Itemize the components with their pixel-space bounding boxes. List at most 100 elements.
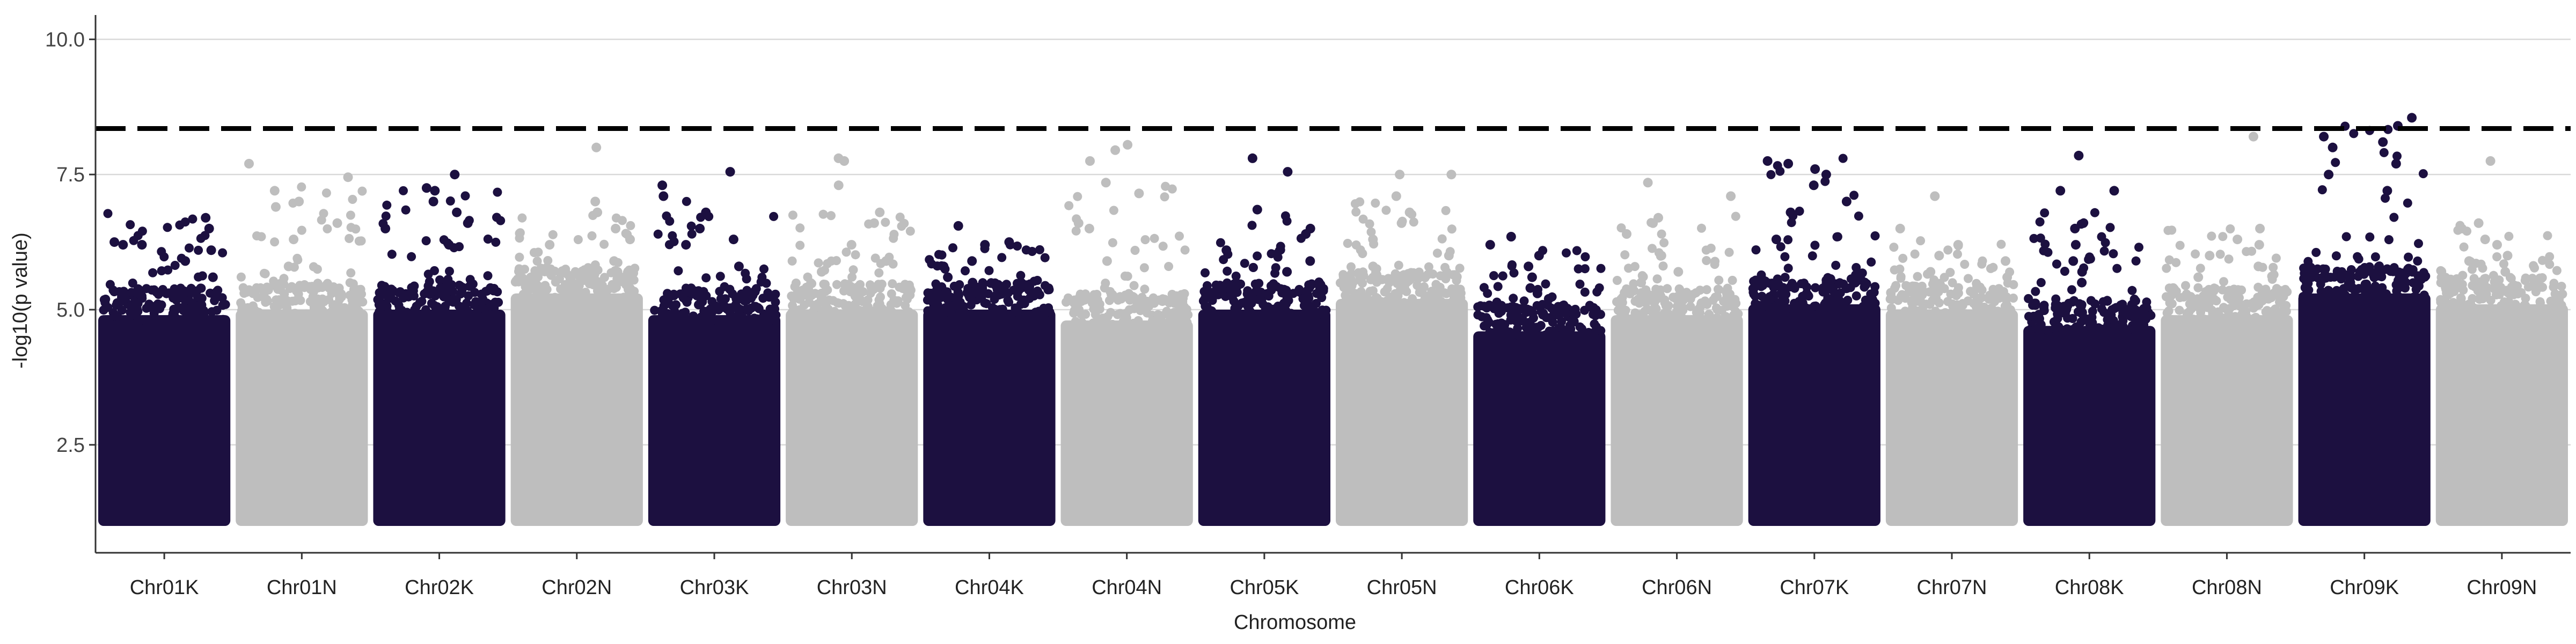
- snp-peak-point: [1305, 256, 1315, 266]
- snp-point: [2399, 293, 2409, 303]
- snp-point: [1704, 310, 1714, 319]
- snp-point: [2189, 314, 2198, 324]
- dense-points-Chr02N: [510, 293, 643, 526]
- snp-point: [2303, 257, 2313, 266]
- snp-peak-point: [1485, 240, 1495, 250]
- snp-point: [599, 239, 609, 249]
- snp-peak-point: [2068, 256, 2079, 266]
- snp-point: [1113, 310, 1122, 319]
- snp-peak-point: [1368, 235, 1378, 245]
- snp-peak-point: [1543, 294, 1554, 304]
- snp-point: [1783, 235, 1793, 245]
- snp-peak-point: [1656, 251, 1666, 261]
- snp-point: [457, 302, 466, 312]
- snp-point: [2393, 293, 2403, 303]
- snp-point: [2242, 316, 2252, 325]
- snp-point: [2326, 273, 2335, 282]
- snp-peak-point: [1809, 180, 1819, 191]
- snp-point: [1208, 296, 1217, 305]
- snp-point: [1787, 218, 1796, 228]
- snp-point: [1857, 268, 1867, 278]
- snp-point: [346, 210, 355, 220]
- snp-point: [1108, 238, 1117, 247]
- data-points: [98, 113, 2568, 526]
- snp-point: [2168, 315, 2177, 324]
- snp-point: [678, 293, 688, 303]
- snp-point: [1574, 264, 1583, 274]
- snp-point: [1832, 232, 1842, 241]
- chromosome-points-Chr09K: [2298, 113, 2431, 526]
- snp-point: [167, 313, 177, 323]
- snp-peak-point: [1821, 170, 1831, 180]
- snp-point: [292, 253, 302, 263]
- snp-peak-point: [270, 202, 281, 212]
- snp-peak-point: [1525, 283, 1535, 293]
- snp-point: [1181, 309, 1190, 318]
- snp-peak-point: [2324, 170, 2334, 180]
- snp-point: [2086, 296, 2096, 305]
- snp-point: [327, 310, 336, 319]
- snp-point: [2329, 289, 2339, 298]
- snp-point: [2478, 282, 2487, 292]
- snp-point: [2134, 243, 2143, 252]
- snp-point: [290, 309, 299, 319]
- snp-point: [336, 292, 346, 302]
- snp-peak-point: [201, 213, 211, 223]
- snp-point: [391, 296, 400, 306]
- snp-point: [1063, 293, 1073, 303]
- snp-point: [2261, 307, 2271, 317]
- snp-point: [2219, 277, 2228, 287]
- snp-point: [1620, 250, 1630, 260]
- snp-point: [2321, 265, 2330, 274]
- snp-point: [1350, 199, 1360, 209]
- snp-peak-point: [1368, 261, 1378, 272]
- snp-peak-point: [1527, 272, 1537, 282]
- chromosome-points-Chr07N: [1885, 191, 2018, 526]
- snp-point: [1523, 304, 1532, 314]
- snp-point: [1854, 304, 1863, 313]
- snp-point: [515, 252, 524, 262]
- snp-point: [1728, 302, 1738, 311]
- snp-peak-point: [1247, 153, 1257, 163]
- snp-point: [2459, 242, 2469, 252]
- snp-point: [1896, 292, 1906, 302]
- snp-point: [1312, 289, 1321, 298]
- snp-point: [1596, 310, 1605, 319]
- snp-point: [548, 230, 558, 239]
- snp-point: [1676, 310, 1686, 319]
- snp-point: [149, 303, 159, 313]
- snp-point: [129, 236, 138, 245]
- snp-point: [2165, 298, 2175, 308]
- snp-point: [103, 209, 113, 218]
- snp-point: [2552, 266, 2562, 275]
- chromosome-points-Chr02N: [510, 142, 643, 526]
- snp-point: [2266, 293, 2276, 303]
- chromosome-points-Chr01K: [98, 209, 231, 526]
- snp-point: [2112, 264, 2122, 273]
- snp-point: [1592, 287, 1602, 297]
- snp-peak-point: [869, 218, 879, 228]
- snp-point: [706, 308, 715, 317]
- snp-point: [1885, 294, 1895, 304]
- snp-point: [1154, 295, 1164, 305]
- x-tick-label: Chr01K: [130, 576, 199, 599]
- snp-peak-point: [1895, 223, 1905, 233]
- snp-point: [580, 265, 589, 275]
- snp-point: [1506, 310, 1516, 320]
- snp-peak-point: [1085, 156, 1095, 166]
- snp-point: [1231, 272, 1241, 281]
- snp-peak-point: [2378, 137, 2388, 147]
- snp-point: [2000, 302, 2010, 311]
- snp-point: [1766, 170, 1776, 179]
- snp-peak-point: [430, 186, 440, 196]
- snp-peak-point: [1636, 277, 1646, 288]
- snp-point: [1338, 272, 1348, 281]
- snp-point: [1572, 246, 1582, 255]
- snp-point: [1409, 217, 1418, 227]
- snp-point: [520, 290, 530, 299]
- snp-point: [1697, 223, 1706, 233]
- snp-point: [260, 269, 270, 279]
- snp-point: [275, 300, 284, 310]
- snp-point: [966, 300, 976, 310]
- snp-peak-point: [2255, 223, 2265, 233]
